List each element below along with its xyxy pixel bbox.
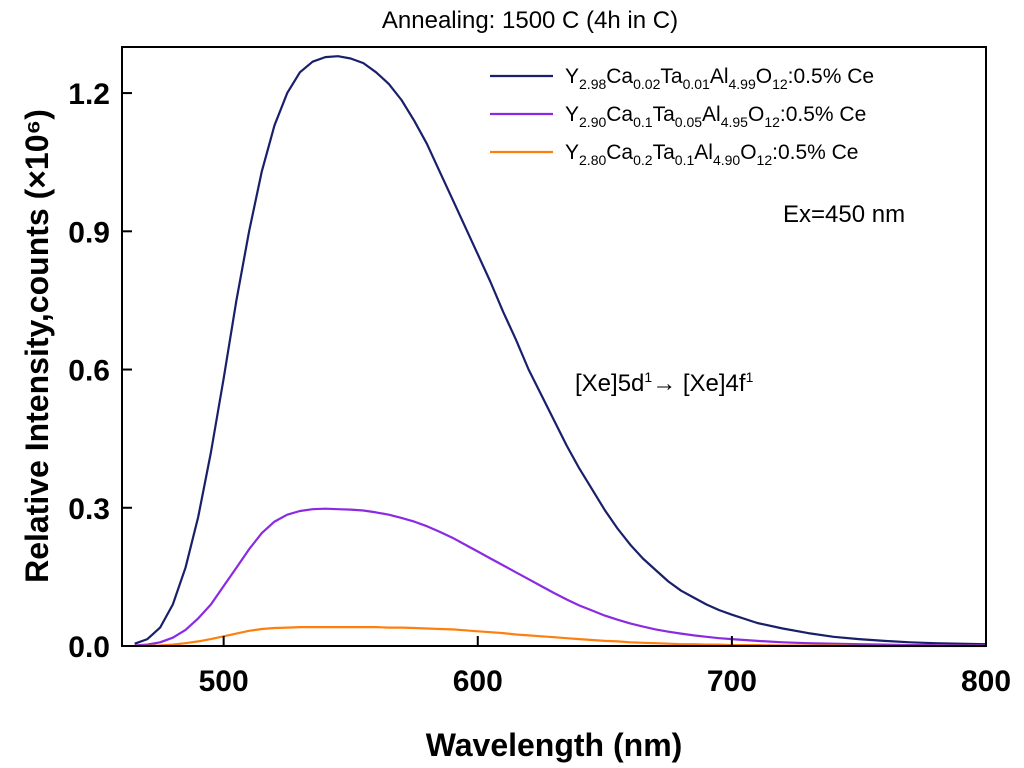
- x-tick-label-500: 500: [199, 665, 249, 698]
- x-tick-label-700: 700: [707, 665, 757, 698]
- series-line-1: [134, 55, 987, 646]
- legend-label-2: Y2.90Ca0.1Ta0.05Al4.95O12:0.5% Ce: [565, 103, 866, 130]
- x-axis: 500 600 700 800: [199, 636, 1011, 698]
- legend-label-1: Y2.98Ca0.02Ta0.01Al4.99O12:0.5% Ce: [565, 65, 874, 92]
- y-tick-label-2: 0.6: [68, 355, 110, 388]
- y-tick-label-1: 0.3: [68, 493, 110, 526]
- series-line-2: [134, 507, 986, 647]
- y-axis-title-group: Relative Intensity,counts (×10⁶): [19, 109, 55, 583]
- annotation-excitation: Ex=450 nm: [783, 201, 905, 228]
- y-tick-label-3: 0.9: [68, 216, 110, 249]
- y-tick-label-0: 0.0: [68, 631, 110, 664]
- legend-label-3: Y2.80Ca0.2Ta0.1Al4.90O12:0.5% Ce: [565, 141, 859, 168]
- plot-frame: [121, 46, 987, 647]
- legend: Y2.98Ca0.02Ta0.01Al4.99O12:0.5% Ce Y2.90C…: [490, 65, 874, 168]
- y-axis: 0.0 0.3 0.6 0.9 1.2: [68, 78, 132, 664]
- y-tick-label-4: 1.2: [68, 78, 110, 111]
- y-axis-title: Relative Intensity,counts (×10⁶): [19, 109, 55, 583]
- annotation-transition: [Xe]5d1→ [Xe]4f1: [575, 369, 754, 397]
- x-axis-title: Wavelength (nm): [426, 727, 683, 763]
- x-tick-label-800: 800: [961, 665, 1011, 698]
- x-tick-label-600: 600: [453, 665, 503, 698]
- chart-title: Annealing: 1500 C (4h in C): [382, 7, 678, 34]
- annotations: Ex=450 nm [Xe]5d1→ [Xe]4f1: [575, 201, 905, 397]
